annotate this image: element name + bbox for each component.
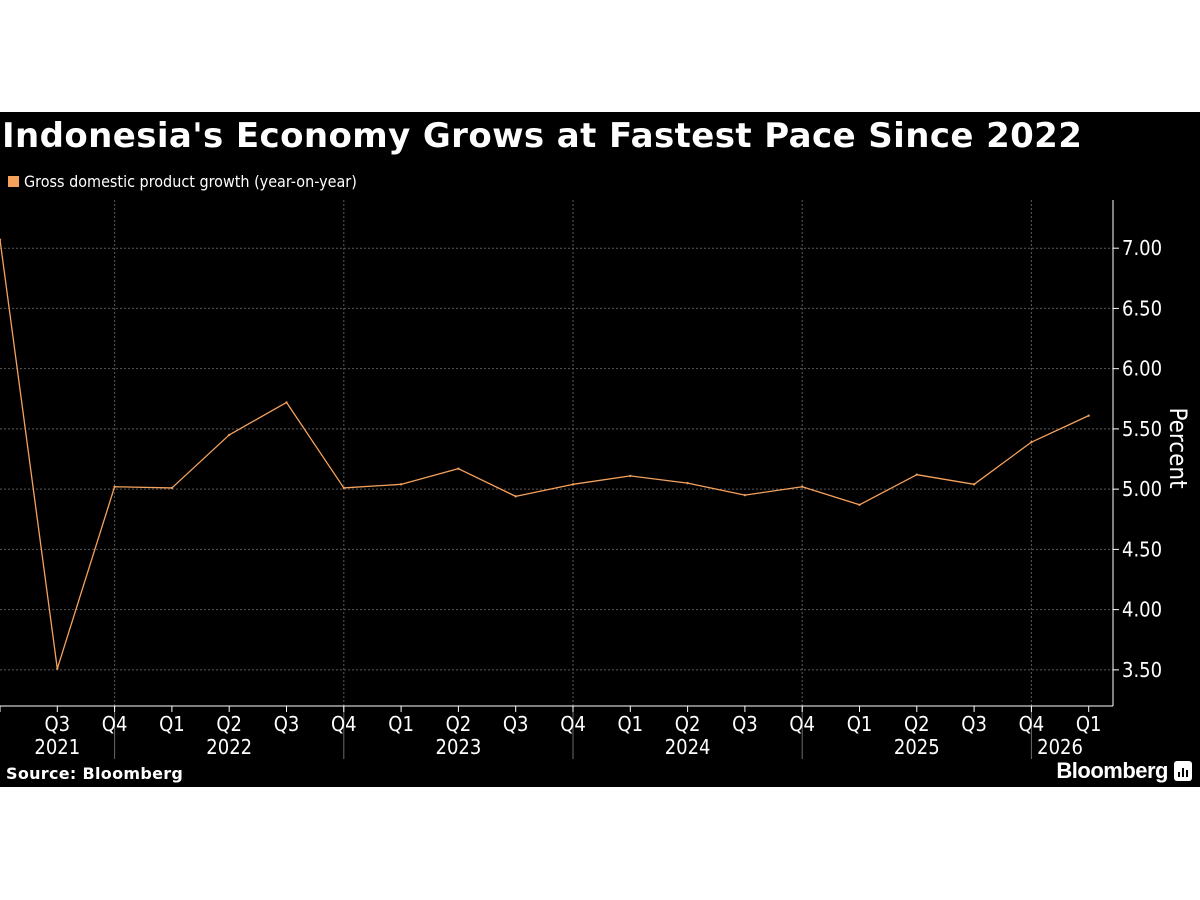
data-point — [514, 495, 517, 498]
x-tick-label: Q4 — [1019, 712, 1045, 736]
x-tick-label: Q1 — [159, 712, 185, 736]
chart-card: Indonesia's Economy Grows at Fastest Pac… — [0, 112, 1200, 787]
data-point — [972, 483, 976, 486]
data-point — [170, 486, 174, 490]
y-tick-label: 5.00 — [1122, 477, 1162, 501]
data-point — [801, 485, 804, 488]
legend: Gross domestic product growth (year-on-y… — [8, 172, 357, 191]
y-tick-label: 6.00 — [1122, 357, 1162, 381]
data-point — [342, 486, 345, 490]
chart-title: Indonesia's Economy Grows at Fastest Pac… — [2, 116, 1083, 156]
x-tick-label: Q2 — [675, 712, 701, 736]
x-tick-label: Q2 — [216, 712, 242, 736]
x-tick-label: Q1 — [1076, 712, 1102, 736]
x-year-label: 2023 — [436, 735, 482, 759]
y-tick-label: 5.50 — [1122, 417, 1162, 441]
x-tick-label: Q1 — [617, 712, 643, 736]
data-point — [915, 473, 918, 476]
x-tick-label: Q3 — [961, 712, 987, 736]
data-point — [228, 433, 231, 437]
data-point — [56, 667, 59, 670]
legend-swatch — [8, 176, 19, 187]
data-point — [686, 481, 689, 485]
x-tick-label: Q3 — [44, 712, 70, 736]
x-year-label: 2026 — [1037, 735, 1083, 759]
x-year-label: 2022 — [206, 735, 252, 759]
data-point — [1030, 440, 1033, 444]
x-tick-label: Q1 — [388, 712, 414, 736]
series-line-gdp-growth — [0, 239, 1089, 670]
x-tick-label: Q3 — [732, 712, 758, 736]
data-point — [743, 493, 747, 497]
y-tick-label: 3.50 — [1122, 658, 1162, 682]
line-chart: 3.50 4.00 4.50 5.00 5.50 6.00 6.50 7.00 Q3 Q4 Q1 Q2… — [0, 200, 1192, 759]
x-year-label: 2021 — [34, 735, 80, 759]
x-tick-label: Q3 — [503, 712, 529, 736]
y-tick-label: 4.50 — [1122, 537, 1162, 561]
data-point — [858, 503, 861, 507]
data-point — [571, 483, 575, 486]
y-tick-label: 6.50 — [1122, 296, 1162, 320]
y-tick-label: 4.00 — [1122, 598, 1162, 622]
y-axis-label: Percent — [1164, 407, 1192, 488]
data-point — [0, 238, 2, 241]
y-tick-label: 7.00 — [1122, 236, 1162, 260]
x-tick-label: Q4 — [789, 712, 815, 736]
chart-bars-icon — [1174, 761, 1192, 781]
x-tick-label: Q3 — [274, 712, 300, 736]
legend-label: Gross domestic product growth (year-on-y… — [24, 172, 357, 191]
x-tick-label: Q4 — [331, 712, 357, 736]
data-point — [113, 485, 116, 488]
bloomberg-logo: Bloomberg — [1056, 758, 1192, 784]
data-point — [1087, 414, 1090, 417]
x-year-label: 2025 — [894, 735, 940, 759]
x-tick-label: Q4 — [560, 712, 586, 736]
x-tick-label: Q2 — [904, 712, 930, 736]
brand-name: Bloomberg — [1056, 758, 1168, 783]
data-point — [629, 474, 632, 478]
x-year-label: 2024 — [665, 735, 711, 759]
x-tick-label: Q4 — [102, 712, 128, 736]
x-tick-label: Q1 — [847, 712, 873, 736]
source-note: Source: Bloomberg — [6, 764, 184, 783]
data-point — [399, 483, 403, 486]
data-point — [285, 401, 288, 404]
data-point — [457, 467, 460, 470]
x-tick-label: Q2 — [446, 712, 472, 736]
